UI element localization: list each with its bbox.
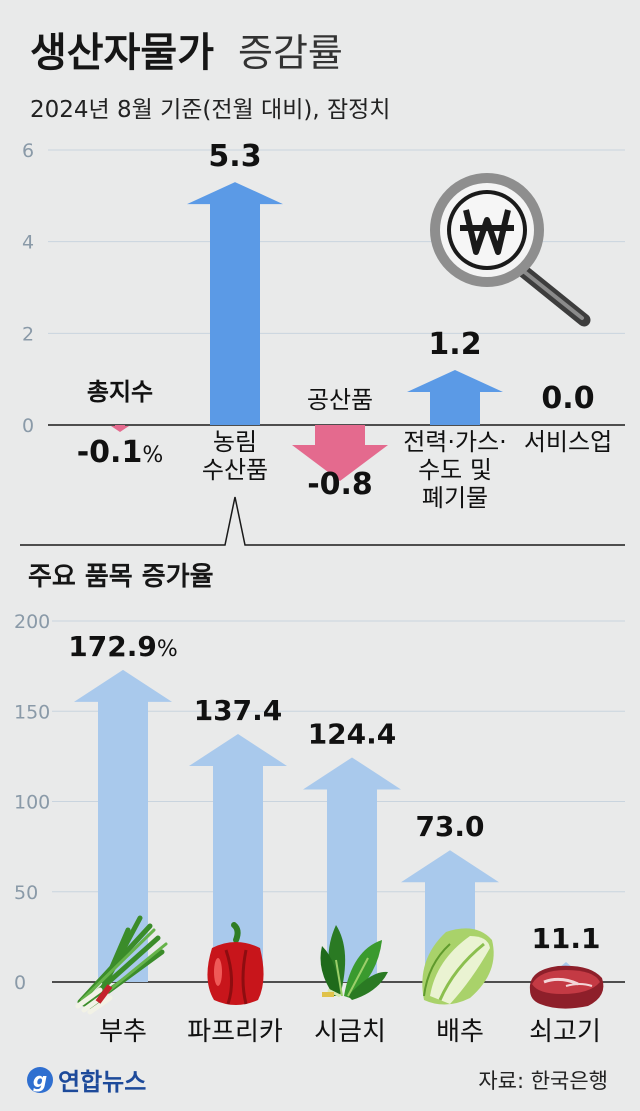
chart1-category-label: 전력·가스· xyxy=(403,428,507,456)
chart2-value-label: 11.1 xyxy=(531,922,600,955)
chart2-arrow xyxy=(189,733,287,982)
chart1-unit: % xyxy=(142,443,163,468)
chart1-value-label: -0.8 xyxy=(307,467,373,502)
chart1-y-tick-label: 0 xyxy=(22,415,34,437)
chart1-y-ticks: 0 2 4 6 xyxy=(22,140,34,437)
chart1-category-label: 농림 xyxy=(213,428,257,456)
chart1-category-label: 공산품 xyxy=(307,386,373,414)
chives-icon xyxy=(75,915,168,1015)
chart2-unit: % xyxy=(157,637,178,662)
chart2-y-ticks: 0 50 100 150 200 xyxy=(14,611,50,994)
chart2-value-label: 137.4 xyxy=(194,694,283,727)
chart2-category-label: 쇠고기 xyxy=(529,1017,601,1047)
chart1-category-label: 수도 및 xyxy=(418,456,492,484)
chart1-arrow xyxy=(292,425,388,481)
page-title-light: 증감률 xyxy=(238,31,343,75)
chart2-item-icons xyxy=(75,915,604,1015)
chart2-y-tick-label: 150 xyxy=(14,701,50,723)
chart1-value-label: 0.0 xyxy=(541,381,594,416)
chart1-category-label: 서비스업 xyxy=(524,428,612,456)
chart2-value-label: 124.4 xyxy=(308,717,397,750)
chart2-y-tick-label: 100 xyxy=(14,792,50,814)
section2-title: 주요 품목 증가율 xyxy=(28,562,214,592)
beef-icon xyxy=(529,965,604,1009)
page-subtitle: 2024년 8월 기준(전월 대비), 잠정치 xyxy=(30,97,390,123)
item-increase-chart: 0 50 100 150 200 xyxy=(14,611,625,1047)
chart2-value-label: 172.9% xyxy=(68,630,177,663)
yonhap-logo: g 연합뉴스 xyxy=(27,1067,146,1096)
logo-text: 연합뉴스 xyxy=(58,1068,146,1096)
chart1-value-label: 1.2 xyxy=(428,327,481,362)
chart2-arrow xyxy=(74,669,172,982)
section-divider-bracket xyxy=(20,496,625,546)
source-note: 자료: 한국은행 xyxy=(478,1069,608,1093)
chart2-arrows xyxy=(74,669,578,982)
chart2-category-label: 배추 xyxy=(436,1017,484,1047)
chart2-y-tick-label: 50 xyxy=(14,882,38,904)
chart1-y-tick-label: 6 xyxy=(22,140,34,162)
spinach-icon xyxy=(320,925,388,1000)
chart2-category-label: 시금치 xyxy=(314,1017,386,1047)
chart2-labels: 172.9% 137.4 124.4 73.0 11.1 부추 파프리카 시금치 배추 쇠고기 xyxy=(68,630,601,1047)
chart1-value-label: -0.1% xyxy=(77,435,164,470)
chart1-arrows xyxy=(111,182,503,481)
paprika-icon xyxy=(207,922,264,1005)
chart1-category-label: 총지수 xyxy=(87,378,153,406)
chart2-category-label: 부추 xyxy=(99,1017,147,1047)
chart1-category-label: 수산품 xyxy=(202,456,268,484)
chart1-value-label: 5.3 xyxy=(208,139,261,174)
chart1-category-label: 폐기물 xyxy=(422,484,488,512)
chart2-arrow xyxy=(303,757,401,982)
chart1-arrow xyxy=(407,370,503,425)
chart2-category-label: 파프리카 xyxy=(187,1017,283,1047)
chart2-y-tick-label: 200 xyxy=(14,611,50,633)
chart1-arrow xyxy=(187,182,283,425)
chart2-y-tick-label: 0 xyxy=(14,972,26,994)
page-title: 생산자물가 xyxy=(30,30,214,76)
chart2-value-label: 73.0 xyxy=(415,810,484,843)
magnifier-won-icon xyxy=(430,173,591,327)
chart1-y-tick-label: 2 xyxy=(22,323,34,345)
svg-text:g: g xyxy=(33,1068,47,1092)
chart1-y-tick-label: 4 xyxy=(22,232,34,254)
napa-cabbage-icon xyxy=(422,928,494,1005)
chart1-arrow xyxy=(111,425,129,432)
